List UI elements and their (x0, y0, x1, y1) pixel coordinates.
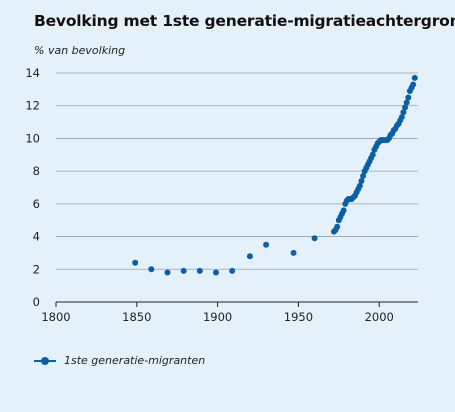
y-tick-label: 8 (33, 164, 40, 178)
x-tick-label: 2000 (365, 310, 394, 324)
legend-marker-icon (34, 355, 56, 367)
chart-title: Bevolking met 1ste generatie-migratieach… (34, 12, 455, 30)
data-point (196, 267, 203, 274)
y-tick-label: 10 (25, 131, 40, 145)
data-point (356, 182, 363, 189)
data-point (148, 266, 155, 273)
y-axis-label: % van bevolking (34, 44, 126, 57)
plot-area: 0 2 4 6 8 10 12 14 1800 1850 1900 1950 2000 (25, 66, 418, 324)
y-tick-label: 2 (33, 262, 40, 276)
data-point (311, 235, 318, 242)
y-tick-label: 12 (25, 99, 40, 113)
data-point (229, 267, 236, 274)
data-point (290, 249, 297, 256)
data-point (410, 81, 417, 88)
legend: 1ste generatie-migranten (34, 354, 205, 367)
data-point (246, 253, 253, 260)
data-point (212, 269, 219, 276)
y-tick-label: 14 (25, 66, 40, 80)
y-tick-label: 4 (33, 230, 40, 244)
legend-label: 1ste generatie-migranten (64, 354, 206, 367)
data-point (180, 267, 187, 274)
x-tick-label: 1950 (284, 310, 313, 324)
x-tick-label: 1850 (122, 310, 151, 324)
data-point (403, 99, 410, 106)
data-point (411, 74, 418, 81)
x-tick-label: 1900 (203, 310, 232, 324)
x-tick-label: 1800 (41, 310, 70, 324)
data-point (132, 259, 139, 266)
data-point (360, 173, 367, 180)
data-point (400, 109, 407, 116)
data-point (164, 269, 171, 276)
y-tick-label: 6 (33, 197, 40, 211)
data-point (334, 223, 341, 230)
data-point (369, 151, 376, 158)
y-tick-label: 0 (33, 295, 40, 309)
data-point (340, 207, 347, 214)
data-point (398, 114, 405, 121)
data-point (405, 94, 412, 101)
data-point (358, 177, 365, 184)
data-point (263, 241, 270, 248)
data-point (402, 104, 409, 111)
